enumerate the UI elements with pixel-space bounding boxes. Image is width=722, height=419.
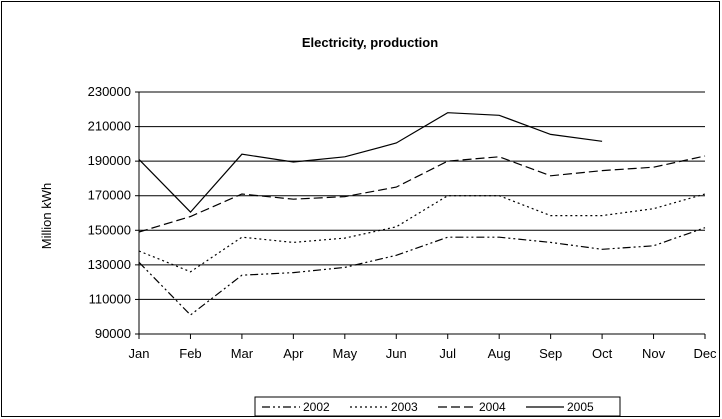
x-tick-label: Sep: [539, 346, 562, 361]
x-tick-label: Jul: [439, 346, 456, 361]
x-tick-label: Apr: [283, 346, 304, 361]
x-tick-label: Dec: [693, 346, 717, 361]
x-tick-label: Mar: [231, 346, 254, 361]
x-tick-label: May: [333, 346, 358, 361]
legend-label-2003: 2003: [391, 400, 418, 414]
y-axis-title: Million kWh: [39, 183, 54, 249]
legend-label-2002: 2002: [303, 400, 330, 414]
x-tick-label: Feb: [179, 346, 201, 361]
y-tick-label: 110000: [89, 291, 131, 306]
legend-label-2004: 2004: [479, 400, 506, 414]
gridlines: [139, 91, 705, 300]
x-tick-label: Nov: [642, 346, 666, 361]
y-tick-label: 190000: [88, 153, 131, 168]
x-tick-labels: Jan Feb Mar Apr May Jun Jul Aug Sep Oct Nov Dec: [129, 346, 718, 361]
y-tick-label: 170000: [88, 188, 131, 203]
chart-title: Electricity, production: [302, 35, 438, 50]
y-tick-label: 150000: [88, 222, 131, 237]
legend-label-2005: 2005: [567, 400, 594, 414]
series-line-2005: [138, 112, 603, 213]
series-line-2002: [138, 227, 706, 316]
legend-box: [254, 396, 621, 417]
series-line-2004: [138, 155, 706, 233]
x-tick-label: Jan: [129, 346, 150, 361]
axes: [135, 91, 706, 339]
y-tick-label: 210000: [88, 119, 131, 134]
y-tick-label: 130000: [88, 257, 131, 272]
series-lines: [138, 112, 706, 316]
x-tick-label: Oct: [592, 346, 613, 361]
y-tick-label: 90000: [95, 326, 131, 341]
x-tick-label: Jun: [386, 346, 407, 361]
y-tick-labels: 90000 110000 130000 150000 170000 190000 21000…: [88, 84, 131, 341]
series-line-2003: [138, 193, 706, 273]
legend: 2002 2003 2004 2005: [254, 396, 621, 417]
x-tick-label: Aug: [488, 346, 511, 361]
y-tick-label: 230000: [88, 84, 131, 99]
